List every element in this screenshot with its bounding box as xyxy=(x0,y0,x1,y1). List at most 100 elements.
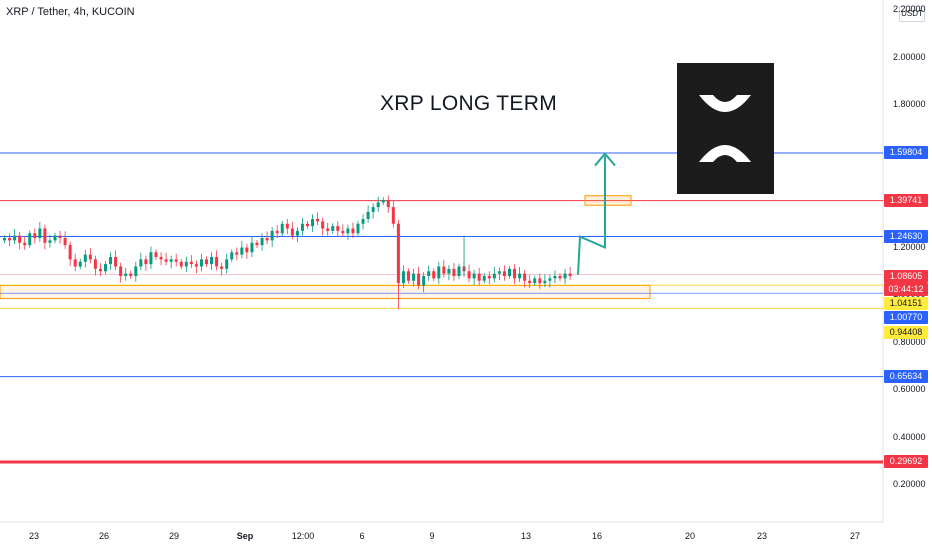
candle-body xyxy=(119,266,123,276)
time-tick-label: 6 xyxy=(359,531,365,541)
candle-body xyxy=(311,219,315,227)
time-tick-label: 23 xyxy=(28,531,40,541)
time-tick-label: 29 xyxy=(168,531,180,541)
candle-body xyxy=(331,226,335,231)
level-price-badge: 1.24630 xyxy=(884,230,928,243)
candle-body xyxy=(3,238,6,241)
candle-body xyxy=(376,202,380,208)
candle-body xyxy=(502,271,506,276)
price-tick-label: 0.20000 xyxy=(893,479,926,489)
level-price-badge: 0.65634 xyxy=(884,370,928,384)
candle-body xyxy=(422,276,426,286)
candle-body xyxy=(492,273,496,279)
time-tick-label: Sep xyxy=(236,531,254,541)
candle-body xyxy=(513,268,517,279)
candle-body xyxy=(437,266,441,279)
candle-body xyxy=(174,259,178,262)
candle-body xyxy=(194,264,198,267)
candle-body xyxy=(467,271,471,279)
candle-body xyxy=(361,219,365,224)
currency-unit-badge[interactable]: USDT xyxy=(899,6,925,22)
candle-body xyxy=(351,228,355,234)
candle-body xyxy=(295,230,299,236)
price-badge: 03:44:12 xyxy=(884,283,928,296)
price-tick-label: 0.60000 xyxy=(893,384,926,394)
candle-body xyxy=(558,276,562,279)
candle-body xyxy=(134,266,138,276)
candle-body xyxy=(265,238,269,241)
candle-body xyxy=(538,278,542,284)
candle-body xyxy=(235,252,239,255)
candle-body xyxy=(306,223,309,227)
candle-body xyxy=(442,266,446,274)
candle-body xyxy=(341,230,345,234)
symbol-header[interactable]: XRP / Tether, 4h, KUCOIN xyxy=(6,6,135,18)
candle-body xyxy=(124,273,128,276)
candle-body xyxy=(285,223,289,229)
candle-body xyxy=(396,223,400,284)
candle-body xyxy=(93,259,97,269)
candle-body xyxy=(159,257,163,260)
candle-body xyxy=(346,228,350,234)
candle-body xyxy=(8,238,12,241)
candle-body xyxy=(169,259,173,262)
candle-body xyxy=(543,280,547,284)
candle-body xyxy=(508,268,511,276)
candle-body xyxy=(18,235,22,243)
candle-body xyxy=(205,259,208,265)
candle-body xyxy=(548,278,552,281)
candle-body xyxy=(240,247,244,255)
candle-body xyxy=(336,226,340,231)
candle-body xyxy=(563,273,567,279)
candle-body xyxy=(13,235,17,241)
price-tick-label: 0.80000 xyxy=(893,336,926,347)
candle-body xyxy=(417,273,421,286)
time-tick-label: 16 xyxy=(591,531,603,541)
chart-annotation-title: XRP LONG TERM xyxy=(380,92,557,115)
candle-body xyxy=(139,259,143,267)
candle-body xyxy=(58,235,62,238)
candle-body xyxy=(129,273,133,276)
price-tick-label: 2.00000 xyxy=(893,51,926,62)
candle-body xyxy=(23,242,27,246)
projection-path xyxy=(577,156,606,275)
time-tick-label: 26 xyxy=(98,531,110,541)
level-price-badge: 0.29692 xyxy=(884,455,928,469)
candle-body xyxy=(518,273,522,279)
candle-body xyxy=(225,259,229,269)
candle-body xyxy=(457,266,461,276)
candle-body xyxy=(73,259,77,267)
candle-body xyxy=(412,273,416,281)
candle-body xyxy=(149,252,153,265)
candle-body xyxy=(427,271,431,276)
candle-body xyxy=(452,268,456,276)
candle-body xyxy=(189,261,193,265)
candle-body xyxy=(568,273,572,276)
candle-body xyxy=(407,271,410,281)
candle-body xyxy=(401,271,405,284)
candle-body xyxy=(184,261,188,267)
candle-body xyxy=(432,271,436,279)
candle-body xyxy=(220,266,224,269)
candle-body xyxy=(366,211,370,219)
time-tick-label: 12:00 xyxy=(291,531,315,541)
candle-body xyxy=(472,273,476,279)
candle-body xyxy=(356,223,360,234)
candle-body xyxy=(78,261,82,267)
xrp-logo-glyph xyxy=(699,95,751,162)
time-tick-label: 27 xyxy=(849,531,861,541)
candle-body xyxy=(316,219,320,222)
candle-body xyxy=(523,273,527,281)
candle-body xyxy=(114,257,118,267)
support-zone xyxy=(0,285,651,300)
candle-body xyxy=(53,235,57,241)
candle-body xyxy=(553,276,557,279)
candle-body xyxy=(482,276,486,281)
candle-body xyxy=(326,228,330,231)
candle-body xyxy=(210,257,214,265)
candle-body xyxy=(104,264,107,272)
target-zone xyxy=(584,195,632,206)
time-tick-label: 20 xyxy=(684,531,696,541)
candle-body xyxy=(48,240,52,243)
